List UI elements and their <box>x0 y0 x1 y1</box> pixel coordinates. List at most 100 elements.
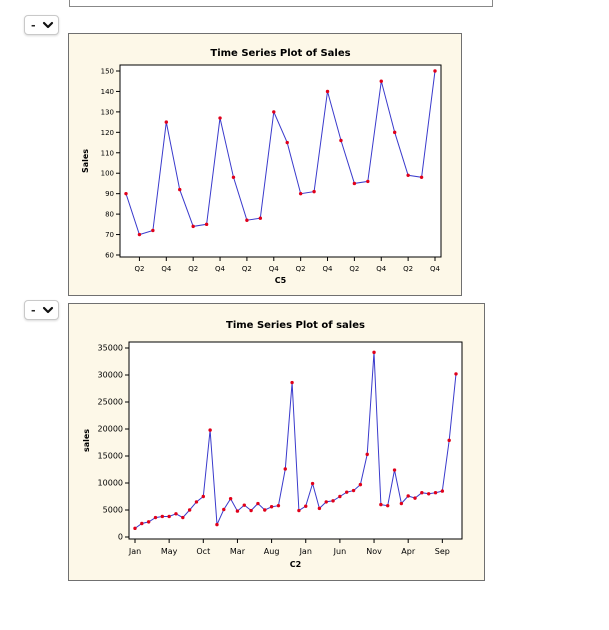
y-tick-label: 10000 <box>98 479 123 488</box>
line-chart-2: Time Series Plot of sales 0 5000 10000 15000… <box>82 320 463 569</box>
x-tick-label: Jun <box>333 547 347 556</box>
data-point <box>174 512 178 516</box>
x-tick-label: Apr <box>401 547 416 556</box>
data-point <box>365 452 369 457</box>
answer-dropdown-2[interactable]: - <box>24 300 59 320</box>
y-tick-label: 80 <box>105 211 114 219</box>
data-point <box>413 496 417 500</box>
dropdown-value: - <box>31 18 36 32</box>
data-point <box>181 515 185 520</box>
chart-panel-1: Time Series Plot of Sales 60 70 80 90 100 110 1… <box>68 33 462 296</box>
data-point <box>194 500 199 504</box>
chevron-down-icon <box>42 306 54 314</box>
x-tick-label: Q4 <box>376 265 387 273</box>
y-tick-label: 20000 <box>98 425 123 434</box>
data-point <box>297 508 301 513</box>
data-point <box>317 506 322 511</box>
data-point <box>124 191 128 196</box>
data-point <box>285 140 289 145</box>
y-tick-label: 140 <box>101 88 114 96</box>
data-point <box>269 505 274 509</box>
data-point <box>366 179 370 184</box>
data-point <box>178 187 182 192</box>
data-point <box>133 526 137 531</box>
data-point <box>304 504 308 508</box>
data-point <box>218 116 222 120</box>
x-tick-label: Jan <box>299 547 312 556</box>
answer-dropdown-1[interactable]: - <box>24 15 59 35</box>
x-tick-label: Q2 <box>349 265 359 273</box>
data-point <box>447 438 451 443</box>
data-point <box>310 481 315 486</box>
data-point <box>283 467 287 471</box>
data-point <box>406 494 410 498</box>
y-tick-label: 70 <box>105 231 114 239</box>
x-axis-label: C5 <box>275 276 287 285</box>
data-point <box>256 501 260 506</box>
data-point <box>222 507 226 512</box>
y-axis-label: sales <box>82 429 91 452</box>
data-point <box>276 503 281 508</box>
data-point <box>338 494 342 499</box>
y-tick-label: 100 <box>101 170 114 178</box>
x-tick-label: Oct <box>196 547 210 556</box>
x-tick-label: Q4 <box>269 265 280 273</box>
data-point <box>312 189 316 194</box>
data-point <box>392 468 397 472</box>
data-point <box>426 492 431 496</box>
data-point <box>440 489 445 493</box>
x-tick-label: Aug <box>264 547 280 556</box>
data-point <box>433 69 437 73</box>
x-tick-label: Mar <box>230 547 246 556</box>
data-point <box>245 218 249 222</box>
chart-title: Time Series Plot of sales <box>226 320 365 331</box>
data-point <box>272 110 276 114</box>
x-tick-label: Sep <box>435 547 450 556</box>
data-point <box>351 488 356 493</box>
line-chart-1: Time Series Plot of Sales 60 70 80 90 100 110 1… <box>81 48 442 285</box>
y-tick-label: 35000 <box>98 344 123 353</box>
x-axis-label: C2 <box>290 560 301 569</box>
dropdown-value: - <box>31 303 36 317</box>
data-point <box>379 502 383 507</box>
x-tick-label: May <box>161 547 178 556</box>
data-point <box>231 175 236 180</box>
previous-answer-panel <box>69 0 493 7</box>
data-point <box>298 191 303 196</box>
data-point <box>399 501 404 506</box>
data-point <box>160 514 165 519</box>
data-point <box>419 175 424 180</box>
data-point <box>137 232 142 237</box>
y-tick-label: 60 <box>105 252 114 260</box>
data-point <box>208 428 212 432</box>
data-point <box>433 491 438 495</box>
x-tick-label: Nov <box>366 547 382 556</box>
data-point <box>324 500 328 504</box>
data-point <box>420 491 424 495</box>
data-point <box>167 514 171 519</box>
x-tick-label: Q4 <box>430 265 441 273</box>
plot-area <box>119 64 442 258</box>
y-tick-label: 15000 <box>98 452 123 461</box>
x-tick-label: Q2 <box>403 265 413 273</box>
data-point <box>146 520 151 524</box>
data-point <box>372 350 376 355</box>
data-point <box>379 79 383 83</box>
data-point <box>386 503 390 508</box>
x-tick-label: Q2 <box>296 265 306 273</box>
x-tick-label: Q2 <box>242 265 252 273</box>
chart-panel-2: Time Series Plot of sales 0 5000 10000 15000… <box>68 303 485 581</box>
data-point <box>339 138 343 143</box>
data-point <box>228 496 233 501</box>
x-tick-label: Jan <box>128 547 141 556</box>
data-point <box>242 503 246 507</box>
data-point <box>454 372 458 376</box>
data-point <box>249 508 253 513</box>
y-tick-label: 30000 <box>98 371 123 380</box>
data-point <box>140 521 144 526</box>
series-line <box>134 352 457 529</box>
chart-title: Time Series Plot of Sales <box>210 48 350 59</box>
y-tick-label: 0 <box>118 533 123 542</box>
x-tick-label: Q4 <box>161 265 172 273</box>
data-point <box>215 522 219 527</box>
